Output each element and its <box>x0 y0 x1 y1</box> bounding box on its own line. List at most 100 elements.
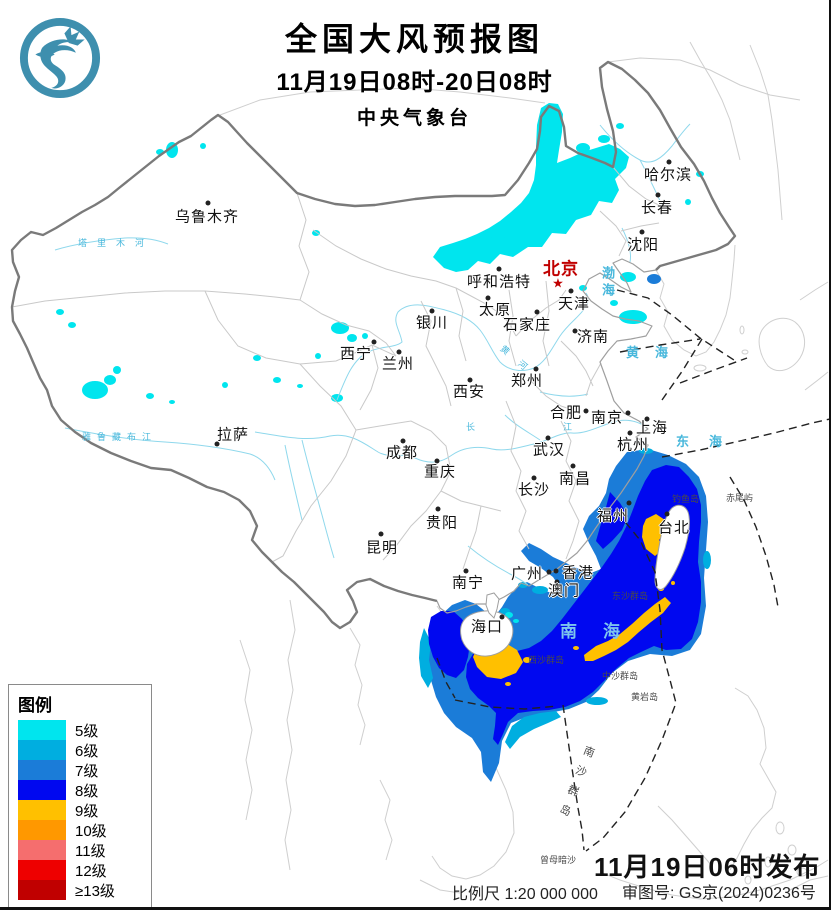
island-shapes <box>460 504 690 657</box>
island-label: 中沙群岛 <box>602 671 639 681</box>
island-label: 钓鱼岛 <box>672 494 700 504</box>
legend-swatch <box>18 780 66 800</box>
legend-item: 11级 <box>9 840 151 860</box>
issuing-agency: 中央气象台 <box>356 108 472 129</box>
city-label: 乌鲁木齐 <box>174 208 240 226</box>
city-dot <box>625 410 631 416</box>
city-label: 重庆 <box>423 463 457 481</box>
legend-label: 8级 <box>75 782 99 800</box>
city-label: 银川 <box>415 314 449 332</box>
island-label: 赤尾屿 <box>726 493 754 503</box>
legend-label: 6级 <box>75 742 99 760</box>
legend-swatch <box>18 720 66 740</box>
legend-title: 图例 <box>18 696 52 715</box>
city-dot <box>499 614 505 620</box>
sea-label: 黄海 <box>626 345 685 360</box>
city-label: 西安 <box>452 383 486 401</box>
city-label: 西宁 <box>339 345 373 363</box>
city-dot <box>496 266 502 272</box>
city-dot <box>572 328 578 334</box>
hainan-island <box>460 610 514 657</box>
taiwan-island <box>654 504 690 590</box>
city-dot <box>467 377 473 383</box>
river-label: 塔里木河 <box>78 238 155 248</box>
city-label: 南京 <box>590 409 624 427</box>
legend-label: 12级 <box>75 862 107 880</box>
city-label: 贵阳 <box>425 514 459 532</box>
city-label: 杭州 <box>616 436 650 454</box>
city-label: 武汉 <box>532 441 566 459</box>
city-label: 上海 <box>635 419 669 437</box>
legend-item: ≥13级 <box>9 880 151 900</box>
city-dot <box>400 438 406 444</box>
legend-swatch <box>18 880 66 900</box>
legend-label: ≥13级 <box>75 882 115 900</box>
city-dot <box>434 458 440 464</box>
city-dot <box>435 506 441 512</box>
city-label: 南昌 <box>558 470 592 488</box>
neighbor-coastlines <box>219 41 829 900</box>
island-label: 南沙群岛 <box>553 743 596 827</box>
city-dot <box>545 435 551 441</box>
city-dot <box>664 511 670 517</box>
publish-time: 11月19日06时发布 <box>594 852 821 882</box>
china-coastline <box>436 258 657 614</box>
city-dot <box>534 309 540 315</box>
city-label: 济南 <box>576 328 610 346</box>
city-label: 昆明 <box>365 539 399 557</box>
city-label: 拉萨 <box>216 426 250 444</box>
city-label: 长春 <box>640 199 674 217</box>
city-label: 石家庄 <box>502 316 552 334</box>
legend-label: 10级 <box>75 822 107 840</box>
city-dot <box>531 475 537 481</box>
legend-swatch <box>18 800 66 820</box>
city-dot <box>533 366 539 372</box>
city-dot <box>396 349 402 355</box>
river-label: 长江 <box>466 422 661 432</box>
capital-label: 北京 <box>543 259 579 279</box>
island-label: 曾母暗沙 <box>540 855 577 865</box>
city-dot <box>371 339 377 345</box>
province-borders <box>11 166 662 570</box>
sea-label: 东海 <box>676 434 743 449</box>
sea-boundary-dashes <box>436 289 829 852</box>
page-title: 全国大风预报图 <box>284 21 544 57</box>
city-dot <box>627 430 633 436</box>
city-label: 太原 <box>478 301 512 319</box>
legend-item: 12级 <box>9 860 151 880</box>
wind-area-level5 <box>56 103 704 623</box>
city-label: 广州 <box>510 565 544 583</box>
island-label: 东沙群岛 <box>612 591 649 601</box>
city-label: 天津 <box>557 295 591 313</box>
city-dot <box>583 408 589 414</box>
legend-item: 5级 <box>9 720 151 740</box>
city-label: 哈尔滨 <box>643 166 693 184</box>
capital-star-marker: ★ <box>552 275 564 291</box>
city-dot <box>429 308 435 314</box>
legend-item: 10级 <box>9 820 151 840</box>
forecast-period: 11月19日08时-20日08时 <box>276 69 553 96</box>
city-label: 合肥 <box>549 404 583 422</box>
legend-item: 9级 <box>9 800 151 820</box>
legend-swatch <box>18 740 66 760</box>
city-dot <box>378 531 384 537</box>
city-dot <box>644 416 650 422</box>
city-label: 沈阳 <box>626 236 660 254</box>
legend-label: 7级 <box>75 762 99 780</box>
island-label: 西沙群岛 <box>528 655 565 665</box>
city-dot <box>553 568 559 574</box>
legend-swatch <box>18 760 66 780</box>
city-dot <box>666 159 672 165</box>
river-label: 雅鲁藏布江 <box>82 432 158 442</box>
city-dot <box>639 229 645 235</box>
city-label: 成都 <box>385 444 419 462</box>
city-label: 香港 <box>561 564 595 582</box>
city-label: 南宁 <box>451 574 485 592</box>
map-scale: 比例尺 1:20 000 000 <box>452 886 598 903</box>
city-dot <box>463 568 469 574</box>
legend-label: 11级 <box>75 842 106 860</box>
city-label: 海口 <box>470 618 504 636</box>
